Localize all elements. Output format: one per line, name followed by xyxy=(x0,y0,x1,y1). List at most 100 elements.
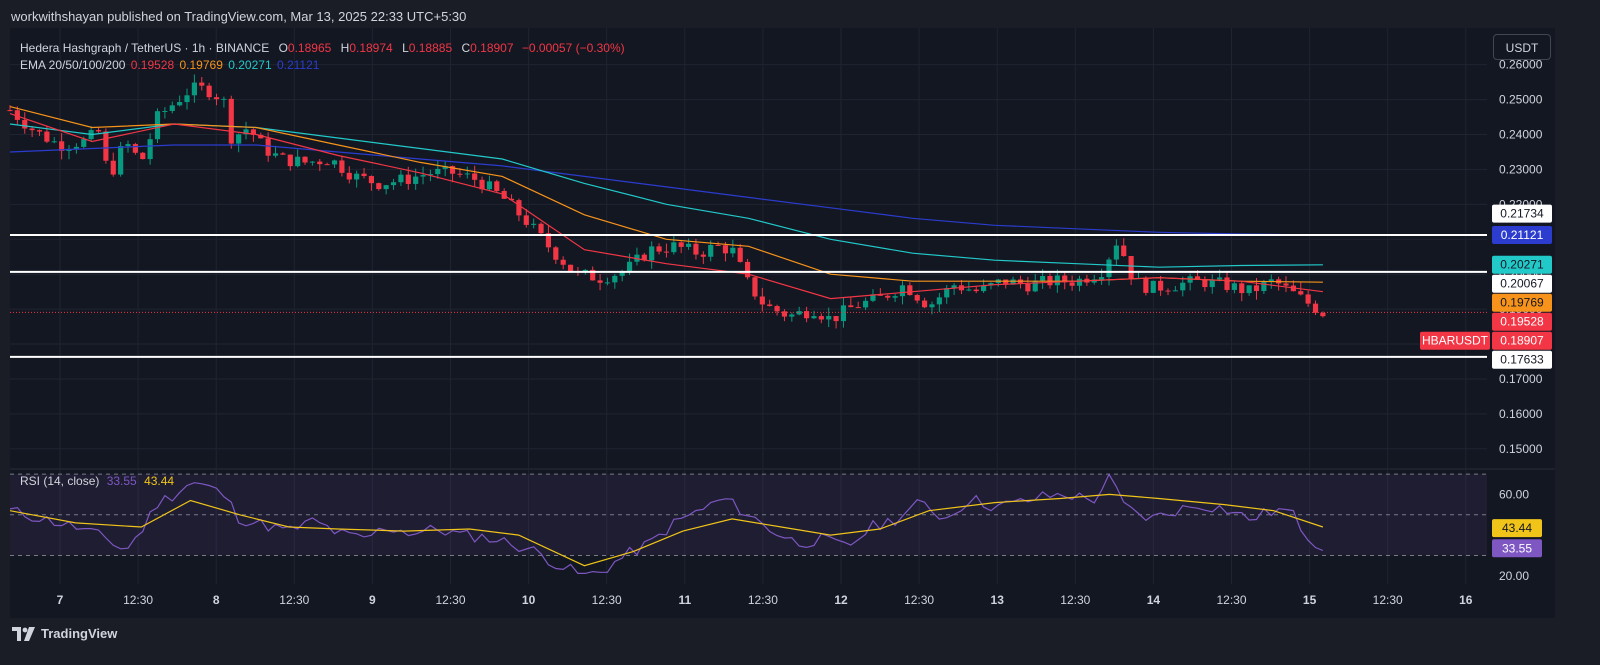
candle-body xyxy=(442,166,448,169)
candle-body xyxy=(1217,277,1223,280)
candle-body xyxy=(626,261,633,272)
candle-body xyxy=(250,129,256,135)
close-value: 0.18907 xyxy=(470,41,514,55)
candle-body xyxy=(309,161,315,163)
change-value: −0.00057 (−0.30%) xyxy=(521,41,625,55)
x-tick-label: 12:30 xyxy=(904,593,934,607)
candle-body xyxy=(516,200,522,216)
candle-body xyxy=(1261,281,1267,292)
candle-body xyxy=(1312,303,1319,313)
candle-body xyxy=(1040,276,1046,281)
rsi-tag-value: 33.55 xyxy=(1502,541,1532,555)
candle-body xyxy=(545,233,552,248)
candle-body xyxy=(1025,283,1031,292)
candle-body xyxy=(368,176,374,184)
price-tag-bg xyxy=(1492,274,1552,293)
candle-body xyxy=(1246,285,1252,294)
x-tick-label: 16 xyxy=(1459,593,1473,607)
candle-body xyxy=(287,154,293,167)
low-value: 0.18885 xyxy=(408,41,453,55)
rsi-label[interactable]: RSI (14, close) xyxy=(20,474,100,488)
candle-body xyxy=(191,82,197,96)
price-tag-bg xyxy=(1492,350,1552,369)
candle-body xyxy=(781,311,788,317)
rsi-legend: RSI (14, close) 33.55 43.44 xyxy=(20,474,174,488)
price-tag-value: 0.19528 xyxy=(1500,315,1544,329)
candle-body xyxy=(1172,290,1178,292)
x-tick-label: 7 xyxy=(57,593,64,607)
price-tag-value: 0.21734 xyxy=(1500,207,1544,221)
candle-body xyxy=(59,141,65,151)
candle-body xyxy=(818,316,824,320)
candle-body xyxy=(619,271,625,276)
candle-body xyxy=(612,275,618,283)
candle-body xyxy=(449,166,456,174)
symbol-title[interactable]: Hedera Hashgraph / TetherUS · 1h · BINAN… xyxy=(20,41,270,55)
candle-body xyxy=(228,98,234,144)
y-tick-label: 0.26000 xyxy=(1499,58,1543,72)
ema-label[interactable]: EMA 20/50/100/200 xyxy=(20,58,126,72)
candle-body xyxy=(1305,294,1311,304)
candle-body xyxy=(1231,283,1237,290)
candle-body xyxy=(317,161,323,165)
candle-body xyxy=(988,283,994,286)
candle-body xyxy=(744,261,751,278)
candle-body xyxy=(1209,279,1215,288)
y-tick-label: 0.24000 xyxy=(1499,128,1543,142)
price-tag-value: 0.17633 xyxy=(1500,353,1544,367)
candle-body xyxy=(715,244,721,246)
candle-body xyxy=(951,285,957,289)
price-tag-value: 0.18907 xyxy=(1500,334,1544,348)
candle-body xyxy=(767,304,773,307)
price-tag-bg xyxy=(1492,204,1552,223)
price-tag-bg xyxy=(1492,331,1552,350)
y-tick-label: 0.23000 xyxy=(1499,162,1543,176)
candle-body xyxy=(258,134,264,139)
price-tag-value: 0.20271 xyxy=(1500,258,1544,272)
candle-body xyxy=(892,296,898,298)
candle-body xyxy=(346,172,352,180)
ema100-value: 0.20271 xyxy=(228,58,272,72)
candle-body xyxy=(1253,285,1260,292)
high-label: H xyxy=(340,41,350,55)
candle-body xyxy=(265,138,271,156)
x-tick-label: 11 xyxy=(678,593,691,607)
candle-body xyxy=(1158,280,1164,291)
candle-body xyxy=(656,246,662,252)
rsi-tick-label: 20.00 xyxy=(1499,569,1529,583)
candle-body xyxy=(870,294,876,301)
candle-body xyxy=(376,183,382,190)
candle-body xyxy=(1032,280,1038,292)
candle-body xyxy=(1054,275,1060,286)
tradingview-logo[interactable]: TradingView xyxy=(12,626,117,641)
candle-body xyxy=(789,314,795,317)
y-tick-label: 0.25000 xyxy=(1499,93,1543,107)
candle-body xyxy=(1076,278,1083,286)
candle-body xyxy=(582,269,588,272)
published-info: workwithshayan published on TradingView.… xyxy=(11,9,467,24)
rsi-tag-bg xyxy=(1492,539,1542,558)
ema200-line xyxy=(9,144,1323,236)
candle-body xyxy=(1298,291,1304,295)
candle-body xyxy=(206,85,212,98)
rsi-tag-value: 43.44 xyxy=(1502,521,1532,535)
candle-body xyxy=(464,173,470,175)
candle-body xyxy=(641,254,647,261)
x-tick-label: 15 xyxy=(1303,593,1317,607)
candle-body xyxy=(7,110,13,112)
candle-body xyxy=(685,243,692,247)
y-tick-label: 0.17000 xyxy=(1499,372,1543,386)
candle-body xyxy=(1150,280,1156,293)
currency-button[interactable]: USDT xyxy=(1493,34,1551,60)
candle-body xyxy=(663,251,670,253)
candle-body xyxy=(302,156,308,163)
candle-body xyxy=(708,244,714,257)
ohlc-row: Hedera Hashgraph / TetherUS · 1h · BINAN… xyxy=(20,40,625,57)
open-label: O xyxy=(278,41,288,55)
candle-body xyxy=(966,289,972,291)
x-tick-label: 10 xyxy=(522,593,536,607)
candle-body xyxy=(508,198,515,201)
candle-body xyxy=(169,105,175,111)
price-tag-bg xyxy=(1492,312,1552,331)
